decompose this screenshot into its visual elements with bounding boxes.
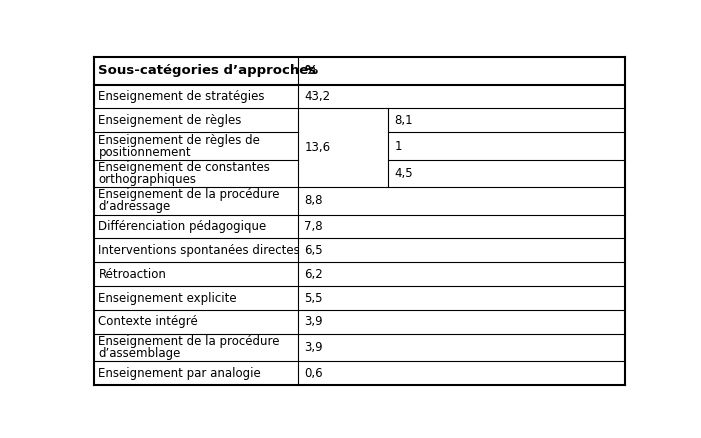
- Text: 1: 1: [395, 140, 402, 152]
- Text: Enseignement de la procédure: Enseignement de la procédure: [98, 188, 280, 201]
- Text: Enseignement de règles de: Enseignement de règles de: [98, 134, 260, 146]
- Text: 6,2: 6,2: [304, 268, 323, 281]
- Text: orthographiques: orthographiques: [98, 173, 196, 186]
- Text: d’assemblage: d’assemblage: [98, 347, 181, 360]
- Text: 3,9: 3,9: [304, 341, 323, 354]
- Text: Rétroaction: Rétroaction: [98, 268, 166, 281]
- Text: Enseignement de la procédure: Enseignement de la procédure: [98, 335, 280, 348]
- Text: 4,5: 4,5: [395, 167, 414, 180]
- Text: Différenciation pédagogique: Différenciation pédagogique: [98, 220, 266, 233]
- Text: 43,2: 43,2: [304, 90, 331, 103]
- Text: d’adressage: d’adressage: [98, 201, 171, 213]
- Text: 3,9: 3,9: [304, 315, 323, 328]
- Text: Contexte intégré: Contexte intégré: [98, 315, 198, 328]
- Text: Enseignement de règles: Enseignement de règles: [98, 114, 242, 127]
- Text: Interventions spontanées directes: Interventions spontanées directes: [98, 244, 300, 257]
- Text: %: %: [304, 64, 318, 78]
- Text: Sous-catégories d’approches: Sous-catégories d’approches: [98, 64, 317, 78]
- Text: 0,6: 0,6: [304, 367, 323, 380]
- Text: 8,8: 8,8: [304, 194, 323, 208]
- Text: Enseignement par analogie: Enseignement par analogie: [98, 367, 261, 380]
- Text: Enseignement de constantes: Enseignement de constantes: [98, 161, 271, 174]
- Text: 6,5: 6,5: [304, 244, 323, 257]
- Text: Enseignement explicite: Enseignement explicite: [98, 292, 237, 304]
- Text: 13,6: 13,6: [304, 141, 331, 154]
- Text: 8,1: 8,1: [395, 114, 414, 127]
- Text: Enseignement de stratégies: Enseignement de stratégies: [98, 90, 265, 103]
- Text: 5,5: 5,5: [304, 292, 323, 304]
- Text: positionnement: positionnement: [98, 145, 191, 159]
- Text: 7,8: 7,8: [304, 220, 323, 233]
